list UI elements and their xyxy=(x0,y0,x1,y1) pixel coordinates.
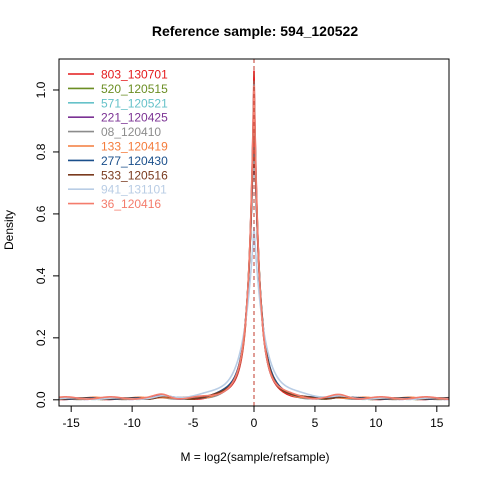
x-tick-label: 10 xyxy=(369,416,383,430)
y-axis-label: Density xyxy=(2,210,16,250)
legend-label: 571_120521 xyxy=(101,96,168,110)
plot-area: -15 -10 -5 0 5 10 15 0.0 0.2 0.4 0.6 0.8 1.0 803_1307… xyxy=(34,58,450,430)
legend-label: 133_120419 xyxy=(101,140,168,154)
legend-label: 520_120515 xyxy=(101,82,168,96)
legend-label: 08_120410 xyxy=(101,125,161,139)
x-tick-label: 0 xyxy=(251,416,258,430)
legend-label: 221_120425 xyxy=(101,111,168,125)
legend-label: 533_120516 xyxy=(101,168,168,182)
y-tick-label: 1.0 xyxy=(34,81,48,98)
y-tick-label: 0.8 xyxy=(34,143,48,160)
y-tick-label: 0.0 xyxy=(34,391,48,408)
y-tick-label: 0.4 xyxy=(34,267,48,284)
y-tick-label: 0.6 xyxy=(34,205,48,222)
legend-label: 803_130701 xyxy=(101,68,168,82)
legend-label: 941_131101 xyxy=(101,183,167,197)
legend-label: 36_120416 xyxy=(101,197,161,211)
series-line-36_120416 xyxy=(59,85,449,400)
y-tick-label: 0.2 xyxy=(34,329,48,346)
chart-title: Reference sample: 594_120522 xyxy=(152,23,358,39)
x-tick-label: -5 xyxy=(188,416,199,430)
x-axis-label: M = log2(sample/refsample) xyxy=(180,450,329,464)
legend-label: 277_120430 xyxy=(101,154,168,168)
x-tick-label: 15 xyxy=(430,416,444,430)
x-tick-label: -15 xyxy=(63,416,81,430)
legend: 803_130701520_120515571_120521221_120425… xyxy=(68,68,168,211)
x-tick-label: 5 xyxy=(312,416,319,430)
x-tick-label: -10 xyxy=(123,416,141,430)
